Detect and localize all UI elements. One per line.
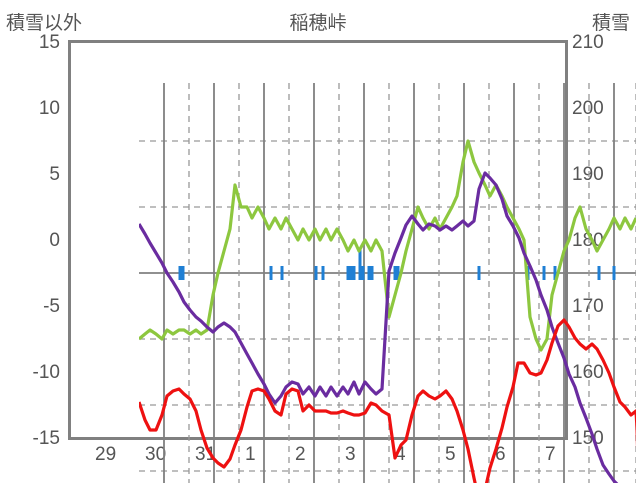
y-left-tick-neg15: -15 (0, 428, 60, 450)
plot-area[interactable] (68, 40, 568, 440)
series-temperature-line[interactable] (139, 320, 636, 483)
series-other-measure-line[interactable] (139, 173, 636, 483)
right-axis-title: 積雪 (592, 8, 630, 35)
chart-container: 積雪以外 稲穂峠 積雪 15 10 5 0 -5 -10 -15 210 200… (0, 0, 636, 501)
x-tick-29: 29 (95, 444, 116, 466)
precipitation-ticks (180, 248, 614, 280)
y-left-tick-0: 0 (0, 230, 60, 252)
y-left-tick-15: 15 (0, 32, 60, 54)
y-right-tick-210: 210 (572, 32, 632, 54)
chart-title: 稲穂峠 (0, 8, 636, 35)
y-left-tick-neg10: -10 (0, 362, 60, 384)
y-left-tick-10: 10 (0, 98, 60, 120)
datalines-svg[interactable] (139, 83, 636, 483)
chart-svg-wrap (139, 83, 636, 483)
y-left-tick-neg5: -5 (0, 296, 60, 318)
y-left-tick-5: 5 (0, 164, 60, 186)
